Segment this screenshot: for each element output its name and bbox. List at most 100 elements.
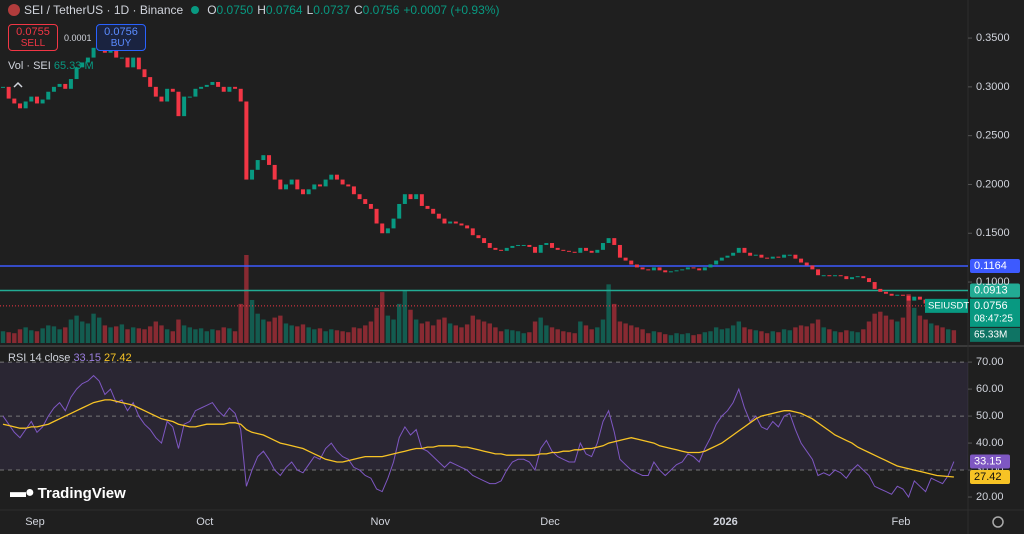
x-tick-label: Oct xyxy=(196,516,213,528)
volume-bar xyxy=(215,330,221,343)
candle xyxy=(374,208,379,224)
volume-bar xyxy=(346,332,351,343)
volume-title: Vol · SEI xyxy=(8,60,51,72)
candle xyxy=(267,155,272,165)
candle xyxy=(612,238,617,245)
candle xyxy=(878,288,883,292)
buy-label: BUY xyxy=(110,38,132,49)
candle xyxy=(289,179,294,185)
ohlc-value: 0.0756 xyxy=(362,3,400,17)
settings-icon[interactable] xyxy=(992,516,1004,528)
volume-bar xyxy=(708,331,713,343)
volume-bar xyxy=(685,333,691,343)
symbol[interactable]: SEI / TetherUS · 1D · Binance xyxy=(24,3,184,17)
candle xyxy=(85,57,90,63)
candle xyxy=(600,243,605,250)
candle xyxy=(51,86,56,92)
volume-bar xyxy=(753,330,758,343)
rsi-last-bg xyxy=(970,454,1010,469)
volume-bar xyxy=(730,325,736,343)
candle xyxy=(12,98,17,104)
volume-bar xyxy=(153,321,159,343)
sell-button[interactable]: 0.0755 SELL xyxy=(8,24,58,51)
candle xyxy=(844,276,849,280)
volume-bar xyxy=(600,319,606,343)
x-tick-label: Nov xyxy=(370,516,390,528)
candle xyxy=(431,208,436,214)
candle xyxy=(363,199,368,204)
candle xyxy=(131,57,136,68)
volume-bar xyxy=(900,317,906,343)
candle xyxy=(572,251,577,253)
x-tick-label: Dec xyxy=(540,516,560,528)
volume-bar xyxy=(515,331,521,343)
volume-bar xyxy=(459,327,464,343)
candle xyxy=(23,101,28,109)
ohlc-value: 0.0737 xyxy=(313,3,350,17)
logo-mark: ▬● xyxy=(10,484,35,501)
volume-bar xyxy=(204,331,209,343)
candle xyxy=(221,86,226,92)
candle xyxy=(40,99,45,104)
volume-bar xyxy=(770,331,775,343)
candle xyxy=(776,256,781,258)
candle xyxy=(153,86,158,97)
volume-bar xyxy=(889,319,894,343)
candle xyxy=(227,86,232,92)
y-tick-label: 0.2000 xyxy=(976,178,1010,190)
volume-bar xyxy=(244,255,249,343)
y-tick-label: 50.00 xyxy=(976,410,1004,422)
volume-bar xyxy=(776,332,781,343)
volume-bar xyxy=(838,332,843,343)
candle xyxy=(295,179,300,190)
volume-bar xyxy=(187,327,192,343)
candle xyxy=(668,271,673,273)
volume-bar xyxy=(159,325,164,343)
volume-bar xyxy=(866,321,872,343)
candle xyxy=(340,179,345,185)
candle xyxy=(753,254,758,256)
y-tick-label: 0.3500 xyxy=(976,32,1010,44)
candle xyxy=(397,203,402,219)
volume-bar xyxy=(532,321,538,343)
candle xyxy=(357,194,362,200)
ohlc-label: H xyxy=(257,3,266,17)
volume-bar xyxy=(193,329,198,343)
candle xyxy=(663,270,668,273)
price-pane xyxy=(0,0,1024,345)
candle xyxy=(80,62,85,68)
volume-bar xyxy=(883,315,889,343)
candle xyxy=(414,194,419,200)
candle xyxy=(312,184,317,190)
candle xyxy=(697,268,702,271)
last-symbol-bg xyxy=(925,298,968,313)
candle xyxy=(770,256,775,259)
volume-bar xyxy=(453,325,458,343)
rsi-ma-value: 27.42 xyxy=(104,352,132,364)
volume-bar xyxy=(651,331,657,343)
volume-bar xyxy=(878,311,883,343)
volume-bar xyxy=(221,327,226,343)
volume-bar xyxy=(521,333,526,343)
volume-bar xyxy=(334,330,340,343)
rsi-line xyxy=(2,399,954,478)
candle xyxy=(368,203,373,209)
last-symbol: SEIUSDT xyxy=(928,300,969,311)
candle xyxy=(114,47,119,58)
volume-bar xyxy=(476,319,481,343)
candle xyxy=(748,252,753,256)
candle xyxy=(742,247,747,253)
candle xyxy=(391,218,396,229)
candle xyxy=(323,179,328,187)
volume-bar xyxy=(119,324,125,343)
volume-bar xyxy=(504,329,509,343)
candle xyxy=(895,294,900,296)
volume-bar xyxy=(832,331,838,343)
hline-label-bg xyxy=(970,283,1020,298)
volume-bar xyxy=(719,329,725,343)
volume-bar xyxy=(170,331,175,343)
y-tick-label: 20.00 xyxy=(976,491,1004,503)
buy-button[interactable]: 0.0756 BUY xyxy=(96,24,146,51)
candle xyxy=(561,249,566,251)
candle xyxy=(567,250,571,252)
